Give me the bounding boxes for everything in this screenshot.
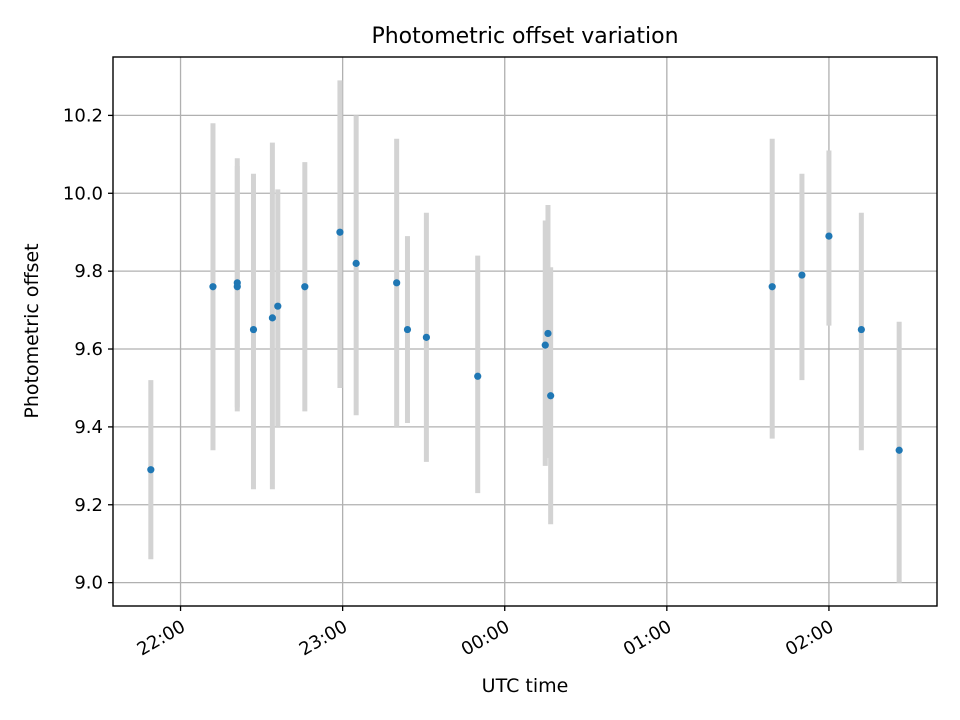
data-point — [768, 283, 776, 291]
y-tick-label: 9.6 — [74, 339, 103, 360]
x-tick-label: 00:00 — [458, 616, 513, 660]
data-point — [268, 314, 276, 322]
data-point — [403, 325, 412, 334]
x-tick-label: 02:00 — [782, 616, 837, 660]
data-point — [857, 325, 865, 334]
error-bars — [148, 80, 902, 583]
chart-title: Photometric offset variation — [371, 24, 678, 49]
data-point — [474, 372, 482, 380]
data-point — [147, 466, 155, 474]
y-tick-label: 10.0 — [63, 183, 103, 204]
y-tick-label: 9.8 — [74, 261, 103, 282]
y-tick-label: 9.0 — [74, 573, 103, 594]
data-point — [825, 232, 833, 240]
data-point — [352, 259, 360, 267]
x-tick-label: 01:00 — [620, 616, 675, 660]
data-point — [895, 446, 903, 454]
data-point — [233, 283, 241, 291]
data-point — [336, 228, 344, 236]
x-tick-label: 22:00 — [134, 616, 189, 660]
y-axis-label: Photometric offset — [21, 243, 43, 418]
x-axis-label: UTC time — [482, 675, 569, 697]
data-point — [301, 283, 309, 291]
data-point — [274, 302, 282, 310]
data-point — [544, 329, 552, 338]
data-point — [541, 341, 549, 349]
data-points — [147, 228, 903, 474]
x-tick-label: 23:00 — [296, 616, 351, 660]
axis-ticks: 22:00 23:00 00:00 01:00 02:00 9.0 9.2 9.4 9.6 9.8… — [63, 105, 838, 660]
data-point — [798, 271, 806, 279]
data-point — [249, 325, 258, 334]
plot-frame — [112, 56, 938, 607]
data-point — [547, 392, 555, 400]
y-tick-label: 10.2 — [63, 105, 103, 126]
y-tick-label: 9.4 — [74, 417, 103, 438]
y-tick-label: 9.2 — [74, 495, 103, 516]
data-point — [209, 283, 217, 291]
data-point — [422, 333, 430, 341]
data-point — [393, 279, 401, 287]
